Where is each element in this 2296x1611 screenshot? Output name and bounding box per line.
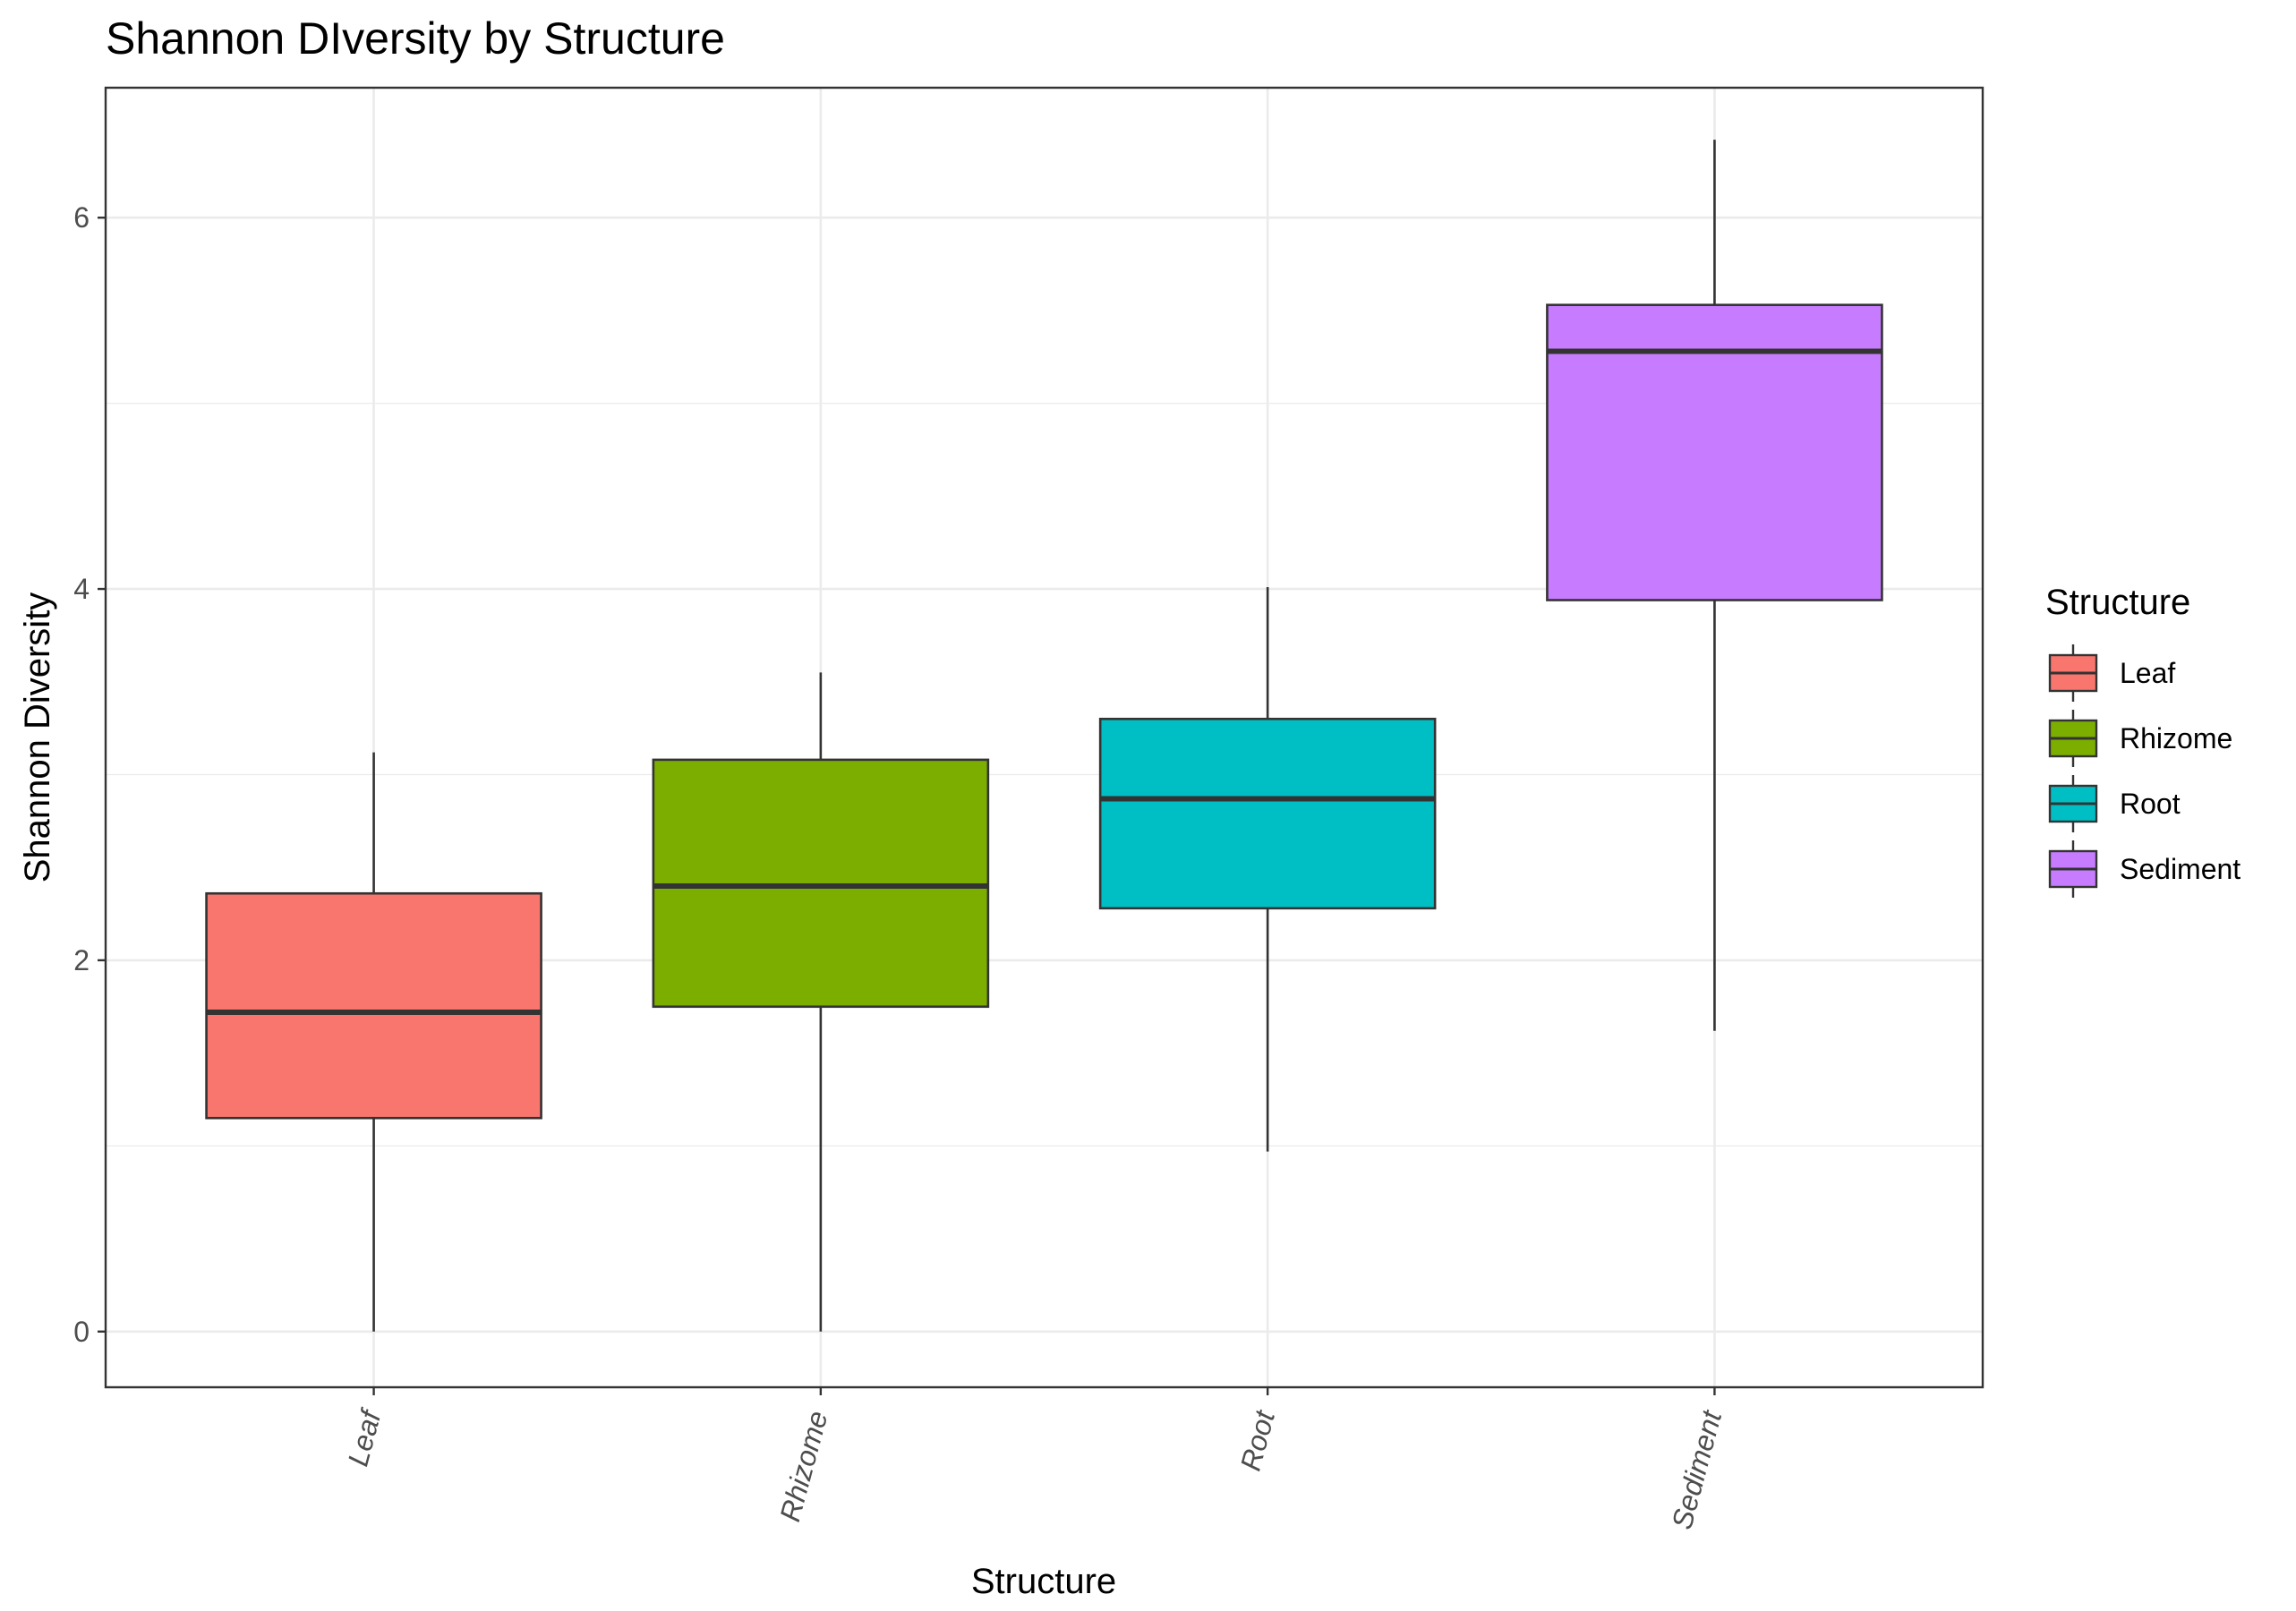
y-tick-label: 4: [73, 573, 90, 605]
legend-label: Root: [2120, 788, 2181, 820]
legend-item-root: Root: [2048, 775, 2181, 832]
legend-label: Leaf: [2120, 657, 2175, 689]
box-root: [1098, 586, 1437, 1152]
legend-item-sediment: Sediment: [2048, 840, 2241, 898]
plot-panel: [106, 88, 1983, 1387]
box-rhizome: [652, 672, 990, 1332]
box-iqr: [1098, 717, 1437, 910]
y-tick-label: 2: [73, 944, 90, 976]
box-leaf: [205, 752, 542, 1332]
box-sediment: [1546, 140, 1883, 1031]
box-iqr: [1546, 303, 1883, 601]
box-iqr: [652, 758, 990, 1009]
y-axis: 0 2 4 6: [73, 201, 106, 1348]
x-axis-title: Structure: [971, 1562, 1116, 1601]
legend-item-rhizome: Rhizome: [2048, 710, 2232, 767]
legend-label: Rhizome: [2120, 722, 2232, 754]
legend-item-leaf: Leaf: [2048, 644, 2175, 702]
legend-label: Sediment: [2120, 853, 2241, 885]
plot-panel-border: [104, 86, 1984, 1389]
legend-title: Structure: [2045, 583, 2190, 622]
chart-title: Shannon DIversity by Structure: [106, 13, 725, 64]
y-axis-title: Shannon Diversity: [18, 592, 57, 883]
box-iqr: [205, 891, 542, 1120]
y-tick-label: 6: [73, 201, 90, 234]
legend: Structure Leaf Rhizome Root Sediment: [2045, 583, 2241, 898]
y-tick-label: 0: [73, 1316, 90, 1348]
box-series: [205, 140, 1883, 1332]
